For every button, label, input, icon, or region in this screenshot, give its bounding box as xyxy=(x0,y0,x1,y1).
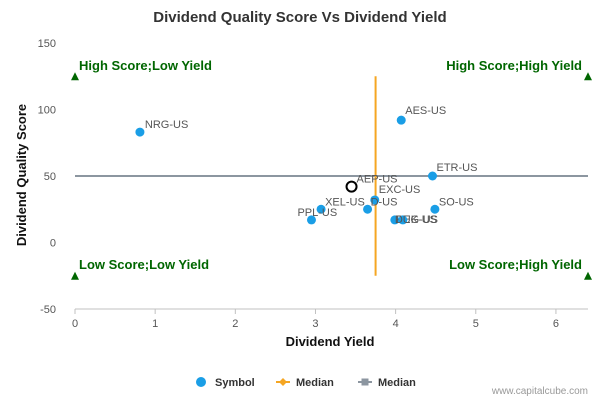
x-tick-label: 2 xyxy=(232,318,238,330)
legend-median-square xyxy=(361,378,369,386)
point-peg-us xyxy=(390,215,400,225)
y-tick-label: 50 xyxy=(44,171,56,183)
x-tick-label: 5 xyxy=(473,318,479,330)
point-aes-us xyxy=(396,115,406,125)
y-axis-title: Dividend Quality Score xyxy=(14,104,29,246)
point-label-xel-us: XEL-US xyxy=(325,196,365,208)
point-label-aep-us: AEP-US xyxy=(357,174,398,186)
legend-label: Median xyxy=(378,377,416,389)
x-tick-label: 4 xyxy=(393,318,399,330)
axes: 0 1 2 3 4 5 6 -50 0 50 100 150 xyxy=(38,38,588,330)
legend-median-diamond xyxy=(279,378,287,386)
x-tick-label: 3 xyxy=(312,318,318,330)
point-label-duk-us: DUK-US xyxy=(395,214,437,226)
point-exc-us xyxy=(370,195,380,205)
point-d-us xyxy=(363,204,373,214)
highlight-point-aep-us xyxy=(345,180,358,193)
chart-title: Dividend Quality Score Vs Dividend Yield xyxy=(153,9,446,26)
quadrant-labels: High Score;Low Yield High Score;High Yie… xyxy=(71,58,592,280)
quadrant-marker-triangle xyxy=(584,271,592,280)
point-label-peg-us: PEG-US xyxy=(396,214,438,226)
quadrant-marker-triangle xyxy=(71,72,79,81)
quadrant-label-bottom-left: Low Score;Low Yield xyxy=(79,257,209,272)
point-xel-us xyxy=(316,204,326,214)
point-label-exc-us: EXC-US xyxy=(379,184,421,196)
x-tick-label: 0 xyxy=(72,318,78,330)
x-tick-label: 1 xyxy=(152,318,158,330)
legend-label: Median xyxy=(296,377,334,389)
quadrant-marker-triangle xyxy=(584,72,592,81)
legend-label: Symbol xyxy=(215,377,255,389)
y-tick-label: 150 xyxy=(38,38,56,50)
x-axis-title: Dividend Yield xyxy=(286,334,375,349)
point-label-d-us: D-US xyxy=(371,196,398,208)
quadrant-label-bottom-right: Low Score;High Yield xyxy=(449,257,582,272)
point-label-aes-us: AES-US xyxy=(405,105,446,117)
y-tick-label: 0 xyxy=(50,238,56,250)
quadrant-label-top-right: High Score;High Yield xyxy=(446,58,582,73)
quadrant-marker-triangle xyxy=(71,271,79,280)
legend: Symbol Median Median xyxy=(196,377,416,389)
x-tick-label: 6 xyxy=(553,318,559,330)
credit-text: www.capitalcube.com xyxy=(491,386,588,397)
point-label-ppl-us: PPL-US xyxy=(297,207,337,219)
y-tick-label: 100 xyxy=(38,105,56,117)
point-etr-us xyxy=(427,171,437,181)
point-ppl-us xyxy=(306,215,316,225)
y-tick-label: -50 xyxy=(40,304,56,316)
legend-symbol-marker xyxy=(196,377,206,387)
point-label-so-us: SO-US xyxy=(439,196,474,208)
point-so-us xyxy=(430,204,440,214)
point-duk-us xyxy=(398,215,408,225)
point-nrg-us xyxy=(135,127,145,137)
point-label-etr-us: ETR-US xyxy=(436,162,477,174)
point-label-nrg-us: NRG-US xyxy=(145,119,188,131)
median-lines xyxy=(75,76,588,276)
quadrant-label-top-left: High Score;Low Yield xyxy=(79,58,212,73)
data-points: NRG-US AES-US ETR-US EXC-USD-US XEL-USPPL-US… xyxy=(135,105,477,226)
